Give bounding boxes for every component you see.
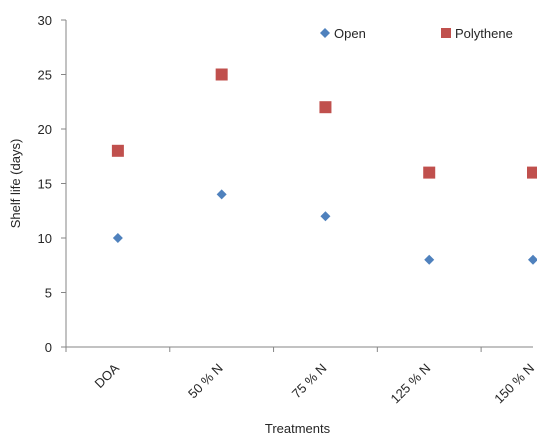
legend-item-polythene: Polythene <box>441 26 513 41</box>
y-tick-label: 30 <box>38 13 52 28</box>
open-point <box>112 233 123 243</box>
y-tick-label: 20 <box>38 122 52 137</box>
y-axis-title: Shelf life (days) <box>8 139 23 229</box>
open-point <box>320 211 331 222</box>
y-tick-label: 0 <box>45 340 52 355</box>
axes <box>65 20 533 348</box>
open-point <box>528 254 537 265</box>
y-tick-label: 25 <box>38 68 52 83</box>
legend-label-open: Open <box>334 26 366 41</box>
polythene-point <box>527 166 537 179</box>
legend-item-open: Open <box>320 26 366 41</box>
open-point <box>216 189 227 200</box>
x-axis-ticks: DOA 50 % N 75 % N 125 % N 150 % N <box>65 347 537 407</box>
legend-marker-polythene <box>441 28 451 38</box>
open-point <box>424 254 435 265</box>
x-tick-label: 125 % N <box>387 361 433 407</box>
y-tick-label: 15 <box>38 177 52 192</box>
polythene-point <box>423 166 436 179</box>
polythene-point <box>319 101 332 114</box>
legend-label-polythene: Polythene <box>455 26 513 41</box>
x-tick-label: DOA <box>91 360 122 391</box>
y-tick-label: 5 <box>45 286 52 301</box>
x-axis-title: Treatments <box>265 421 331 434</box>
legend: Open Polythene <box>320 26 513 41</box>
polythene-point <box>111 144 124 157</box>
legend-marker-open <box>320 28 330 38</box>
x-tick-label: 50 % N <box>185 361 226 402</box>
x-tick-label: 75 % N <box>289 361 330 402</box>
y-tick-label: 10 <box>38 231 52 246</box>
y-axis-ticks: 0 5 10 15 20 25 30 <box>38 13 66 355</box>
x-tick-label: 150 % N <box>491 361 537 407</box>
polythene-point <box>215 68 228 81</box>
data-points <box>111 68 537 265</box>
